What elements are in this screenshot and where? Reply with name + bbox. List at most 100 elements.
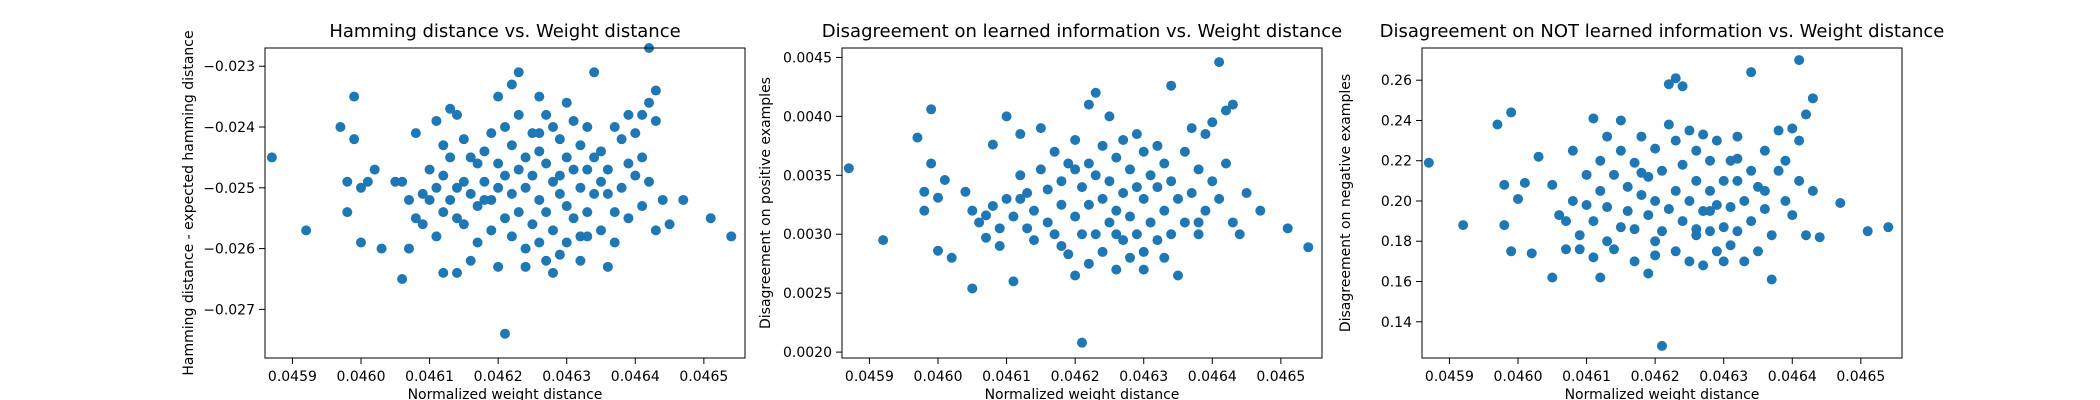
data-point (939, 175, 950, 186)
data-point (1097, 246, 1108, 257)
data-point (1691, 175, 1702, 186)
data-point (1588, 216, 1599, 227)
data-point (500, 170, 510, 181)
data-point (1145, 217, 1156, 228)
data-point (596, 146, 606, 157)
data-point (616, 134, 627, 145)
data-point (919, 186, 930, 197)
data-point (1609, 244, 1619, 255)
data-point (1595, 272, 1606, 283)
data-point (445, 152, 456, 163)
data-point (1104, 217, 1115, 228)
data-point (1677, 159, 1688, 170)
data-point (1622, 206, 1633, 217)
data-point (1787, 210, 1798, 221)
data-point (513, 67, 524, 78)
data-point (397, 273, 408, 284)
y-axis-label: Disagreement on negative examples (1338, 74, 1354, 332)
data-point (1780, 155, 1791, 166)
data-point (1650, 236, 1661, 247)
data-point (1125, 252, 1135, 263)
data-point (554, 188, 565, 199)
data-point (1581, 169, 1592, 180)
data-point (981, 232, 991, 243)
data-point (486, 225, 497, 236)
y-tick-label: 0.0020 (783, 345, 832, 361)
data-point (1015, 170, 1026, 181)
data-point (609, 207, 620, 218)
data-point (1725, 240, 1736, 251)
data-point (410, 213, 421, 224)
data-point (1657, 165, 1667, 176)
data-point (438, 207, 449, 218)
data-point (417, 188, 428, 199)
data-point (1090, 229, 1101, 240)
data-point (1008, 276, 1019, 287)
data-point (1636, 189, 1647, 200)
x-axis-label: Normalized weight distance (408, 387, 603, 400)
data-point (506, 140, 517, 151)
data-point (390, 176, 401, 187)
data-point (1193, 164, 1204, 175)
data-point (1746, 67, 1757, 78)
data-point (1801, 109, 1811, 120)
data-point (1629, 256, 1640, 267)
data-point (650, 85, 661, 96)
data-point (500, 213, 510, 224)
data-point (506, 188, 517, 199)
data-point (1718, 175, 1729, 186)
data-point (1773, 125, 1784, 136)
data-point (1513, 193, 1523, 204)
data-point (1691, 224, 1702, 235)
x-tick-label: 0.0461 (982, 369, 1031, 385)
data-point (1056, 176, 1067, 187)
data-point (1152, 235, 1163, 246)
data-point (1499, 179, 1510, 190)
data-point (1670, 185, 1681, 196)
chart-title: Hamming distance vs. Weight distance (329, 21, 680, 42)
x-tick-label: 0.0459 (845, 369, 894, 385)
data-point (1657, 226, 1667, 237)
x-tick-label: 0.0460 (1494, 369, 1543, 385)
data-point (878, 235, 889, 246)
data-point (479, 176, 490, 187)
x-tick-label: 0.0464 (1188, 369, 1237, 385)
data-point (1214, 57, 1225, 68)
data-point (1200, 205, 1211, 216)
data-point (1227, 217, 1238, 228)
data-point (541, 158, 552, 169)
data-point (452, 267, 462, 278)
data-point (1138, 146, 1149, 157)
data-point (1035, 123, 1046, 134)
y-axis-label: Hamming distance - expected hamming dist… (181, 30, 197, 375)
data-point (1684, 125, 1695, 136)
data-point (1746, 165, 1757, 176)
data-point (301, 225, 312, 236)
data-point (1739, 195, 1750, 206)
data-point (1650, 250, 1661, 261)
data-point (1677, 216, 1688, 227)
data-point (1097, 140, 1108, 151)
data-point (1221, 105, 1231, 116)
data-point (1152, 140, 1163, 151)
data-point (541, 255, 552, 266)
data-point (726, 231, 737, 242)
data-point (1083, 199, 1094, 210)
chart-panel-3: 0.0459 0.0460 0.0461 0.0462 0.0463 0.0464 0.04… (1338, 21, 1944, 400)
data-point (1581, 200, 1592, 211)
axes-frame (1421, 47, 1903, 359)
data-point (994, 241, 1005, 252)
data-point (472, 201, 483, 212)
data-point (506, 79, 517, 90)
data-point (575, 231, 586, 242)
data-point (1001, 111, 1012, 122)
data-point (486, 194, 497, 205)
data-point (926, 104, 937, 115)
data-point (1492, 119, 1503, 130)
data-point (1159, 252, 1170, 263)
data-point (912, 132, 923, 143)
data-point (602, 261, 613, 272)
data-point (1773, 165, 1784, 176)
data-point (1835, 198, 1846, 208)
